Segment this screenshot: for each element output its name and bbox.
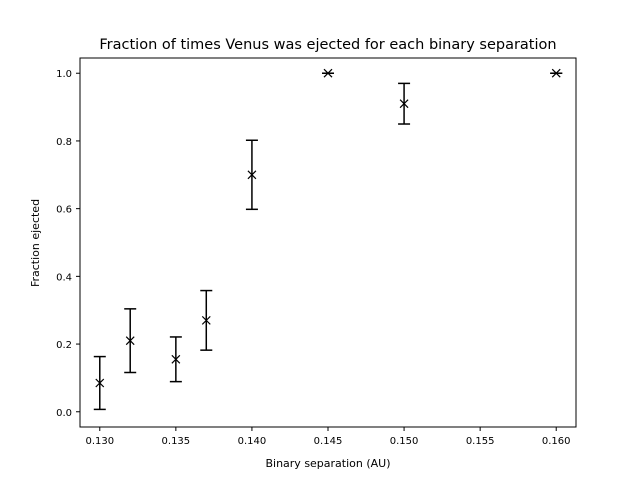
x-axis-label: Binary separation (AU)	[265, 457, 390, 470]
data-point	[322, 68, 334, 78]
x-tick-label: 0.145	[314, 436, 343, 447]
axis-ticks: 0.130 0.135 0.140 0.145 0.150 0.155 0.160 0.0 0.…	[56, 69, 570, 447]
data-point	[245, 139, 258, 211]
chart-title: Fraction of times Venus was ejected for …	[99, 37, 556, 53]
y-tick-label: 0.8	[56, 137, 72, 148]
x-tick-label: 0.130	[85, 436, 114, 447]
data-point	[550, 68, 563, 78]
y-tick-label: 0.2	[56, 340, 72, 351]
x-tick-label: 0.140	[238, 436, 267, 447]
data-point	[93, 355, 106, 411]
x-tick-label: 0.150	[390, 436, 419, 447]
x-marker-stroke	[323, 68, 333, 78]
data-point	[169, 336, 182, 383]
y-tick-label: 0.6	[56, 205, 72, 216]
data-point	[124, 308, 137, 374]
x-tick-label: 0.135	[162, 436, 191, 447]
y-tick-label: 0.0	[56, 408, 72, 419]
x-marker-stroke	[171, 354, 181, 364]
x-tick-label: 0.160	[542, 436, 571, 447]
plot-frame	[79, 57, 577, 428]
x-marker-stroke	[399, 99, 409, 109]
data-point	[200, 289, 213, 351]
plot-marks	[93, 68, 563, 411]
x-marker-stroke	[551, 68, 561, 78]
y-tick-label: 0.4	[56, 272, 72, 283]
data-point	[398, 82, 411, 125]
x-tick-label: 0.155	[466, 436, 495, 447]
x-marker-stroke	[247, 170, 257, 180]
x-marker-stroke	[95, 378, 105, 388]
y-tick-label: 1.0	[56, 69, 72, 80]
y-axis-label: Fraction ejected	[29, 199, 42, 287]
x-marker-stroke	[125, 336, 135, 346]
x-marker-stroke	[201, 315, 211, 325]
